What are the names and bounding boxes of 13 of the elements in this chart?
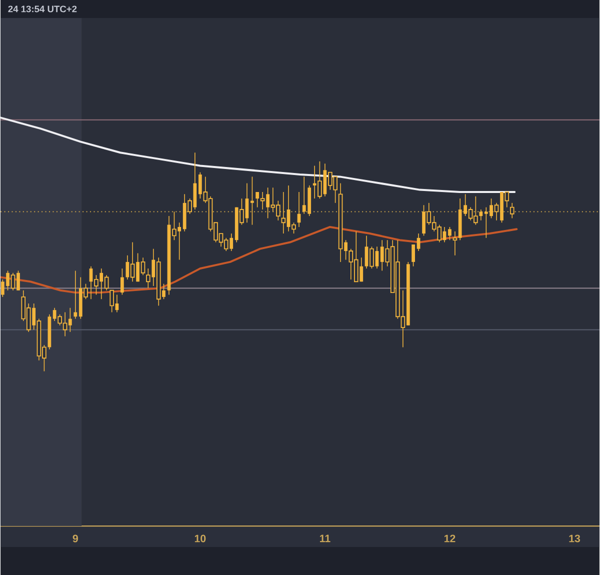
x-tick-label: 11 [320, 534, 330, 542]
x-tick-label: 12 [444, 534, 456, 542]
candlestick [120, 268, 124, 296]
candlestick [510, 202, 514, 219]
x-tick-label: 9 [72, 534, 78, 542]
x-tick-label: 10 [194, 534, 206, 542]
candlestick [448, 226, 452, 241]
candlestick [74, 270, 78, 320]
x-tick-label: 13 [569, 534, 580, 542]
candlestick [281, 192, 286, 234]
chart-subtitle: 24 13:54 UTC+2 [8, 6, 77, 12]
candlestick [250, 176, 254, 226]
candlestick [412, 244, 415, 267]
